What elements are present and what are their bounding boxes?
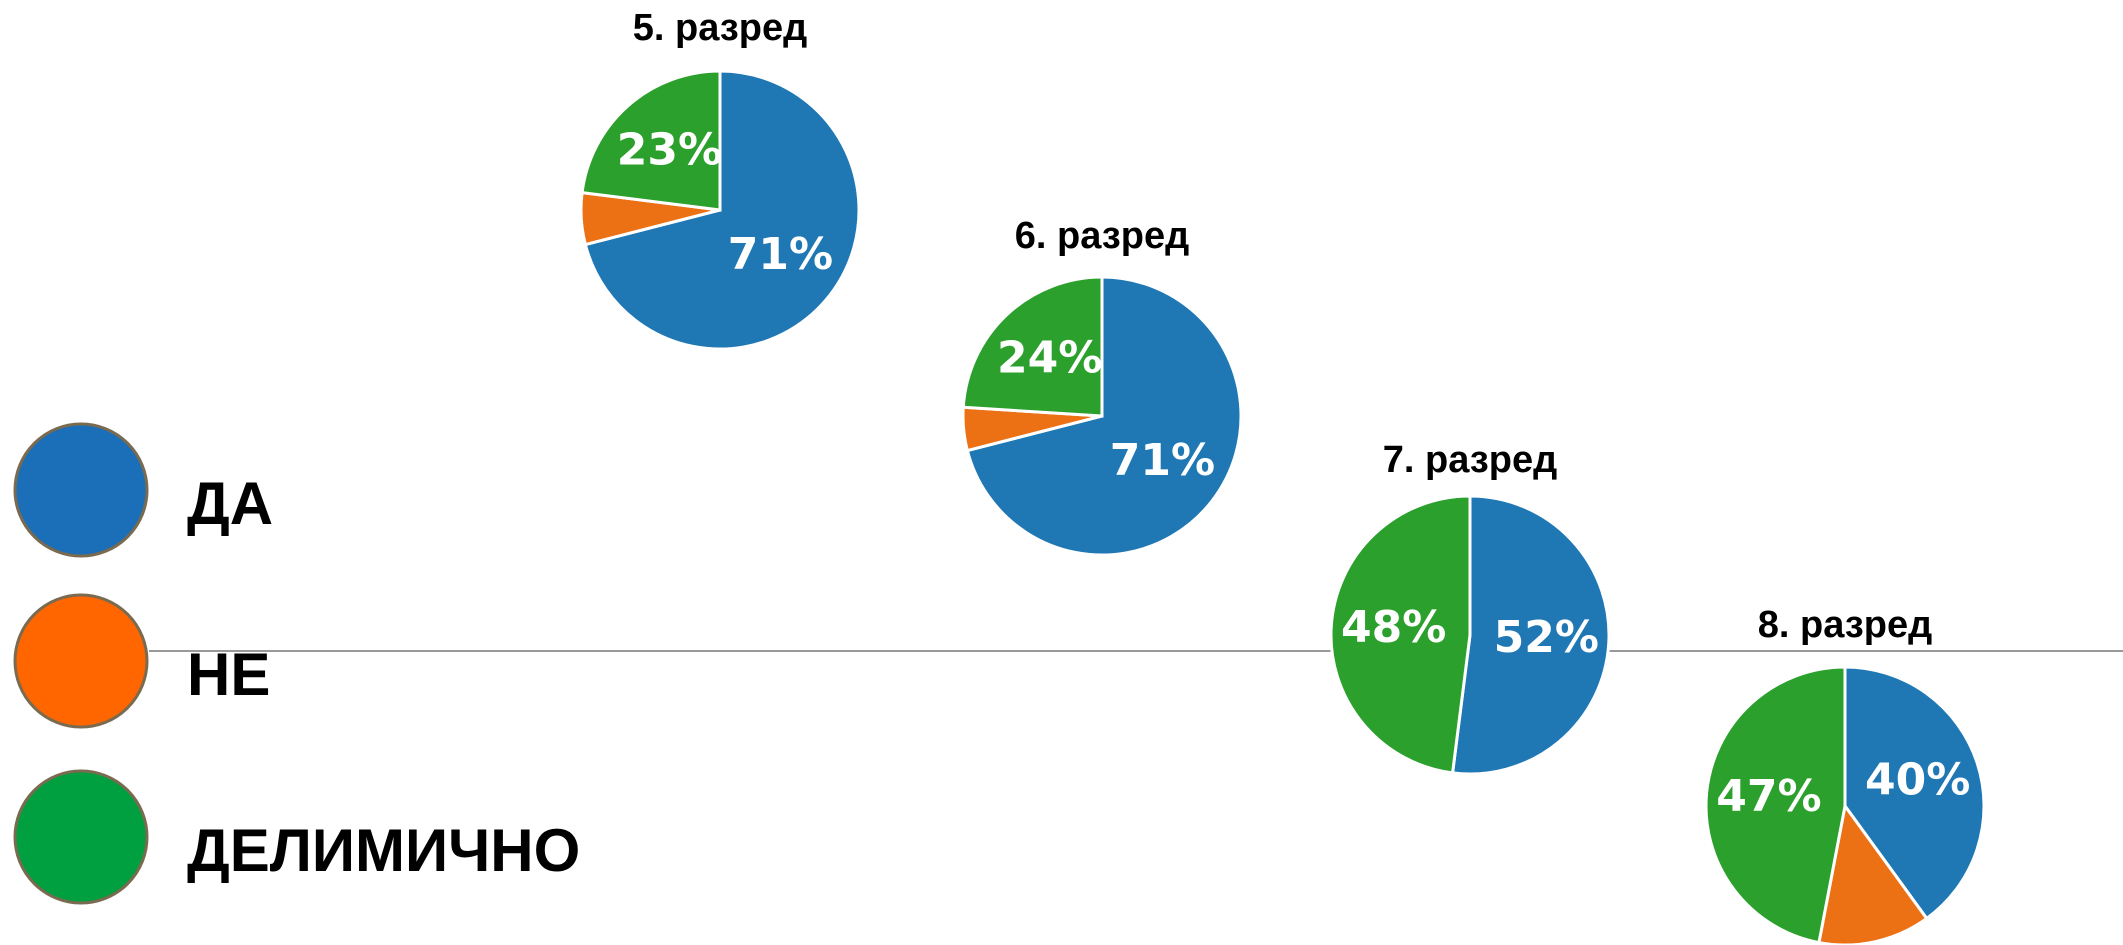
- pie-slice: [583, 69, 861, 351]
- legend-label: ДА: [187, 470, 273, 537]
- data-label: 71%: [728, 229, 833, 280]
- chart-title: 6. разред: [1015, 215, 1189, 257]
- legend-swatch: [13, 769, 149, 905]
- pie-slice: [1843, 665, 1986, 921]
- pie-slice: [1704, 665, 1847, 945]
- data-label: 24%: [997, 332, 1102, 383]
- legend-label: ДЕЛИМИЧНО: [187, 817, 580, 884]
- legend-swatch: [13, 593, 149, 729]
- data-label: 71%: [1110, 435, 1215, 486]
- pie-slice: [1450, 494, 1611, 776]
- legend-swatch: [13, 422, 149, 558]
- chart-title: 5. разред: [633, 7, 807, 49]
- pie-slice: [580, 69, 722, 212]
- data-label: 47%: [1716, 771, 1821, 822]
- pie-slice: [961, 275, 1104, 418]
- data-label: 23%: [617, 125, 722, 176]
- legend-label: НЕ: [187, 641, 270, 708]
- chart-title: 8. разред: [1758, 604, 1932, 646]
- data-label: 40%: [1865, 754, 1970, 805]
- chart-title: 7. разред: [1383, 439, 1557, 481]
- pie-slice: [1329, 494, 1472, 775]
- pie-slice: [965, 275, 1243, 557]
- data-label: 48%: [1341, 602, 1446, 653]
- data-label: 52%: [1494, 612, 1599, 663]
- pie-slice: [1817, 802, 1929, 945]
